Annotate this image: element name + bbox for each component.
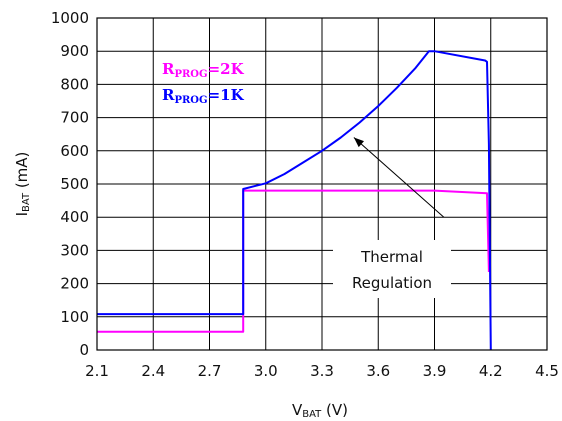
x-tick-label: 4.2 [479,362,503,380]
legend-entry-rprog-2k: RPROG=2K [162,60,245,80]
legend-2k-sub: PROG [174,69,207,80]
annotation-line-1: Thermal [360,248,423,266]
y-tick-label: 200 [60,275,89,293]
plot-frame [96,17,548,351]
y-tick-label: 0 [79,341,89,359]
y-axis-label-sub: BAT [21,192,32,212]
x-tick-label: 3.6 [366,362,390,380]
x-axis-label-main: V [292,401,303,419]
x-tick-label: 2.7 [198,362,222,380]
y-tick-label: 100 [60,308,89,326]
legend-2k-rest: =2K [208,60,245,78]
legend-1k-main: R [162,86,175,104]
x-tick-label: 3.0 [254,362,278,380]
x-tick-label: 2.1 [85,362,109,380]
annotation-arrow-head [353,137,365,148]
y-tick-label: 500 [60,175,89,193]
y-axis-label: IBAT (mA) [13,152,32,217]
y-tick-label: 400 [60,208,89,226]
legend-1k-sub: PROG [174,95,207,106]
x-axis-label-sub: BAT [302,409,322,420]
annotation-arrow-line [353,137,445,218]
x-tick-label: 4.5 [535,362,559,380]
x-tick-label: 3.3 [310,362,334,380]
series-line-rprog-1k [97,50,492,351]
y-tick-labels: 0 100 200 300 400 500 600 700 800 900 1000 [51,9,89,359]
legend-2k-main: R [162,60,175,78]
y-axis-label-unit: (mA) [13,152,31,193]
y-tick-label: 1000 [51,9,89,27]
x-tick-label: 3.9 [423,362,447,380]
series-lines [97,50,492,351]
x-tick-labels: 2.1 2.4 2.7 3.0 3.3 3.6 3.9 4.2 4.5 [85,362,559,380]
legend-1k-rest: =1K [208,86,245,104]
annotation-background [333,240,451,298]
y-tick-label: 800 [60,75,89,93]
x-tick-label: 2.4 [141,362,165,380]
annotation-line-2: Regulation [352,274,432,292]
y-axis-label-main: I [13,212,31,216]
x-axis-label-unit: (V) [321,401,348,419]
series-line-rprog-2k [97,189,490,333]
y-tick-label: 300 [60,241,89,259]
legend-entry-rprog-1k: RPROG=1K [162,86,245,106]
y-tick-label: 700 [60,109,89,127]
x-axis-label: VBAT (V) [292,401,348,420]
y-tick-label: 900 [60,42,89,60]
y-tick-label: 600 [60,142,89,160]
legend: RPROG=2K RPROG=1K [162,60,245,106]
thermal-regulation-annotation: Thermal Regulation [333,137,451,298]
grid-lines [96,17,548,351]
axes [96,17,548,351]
